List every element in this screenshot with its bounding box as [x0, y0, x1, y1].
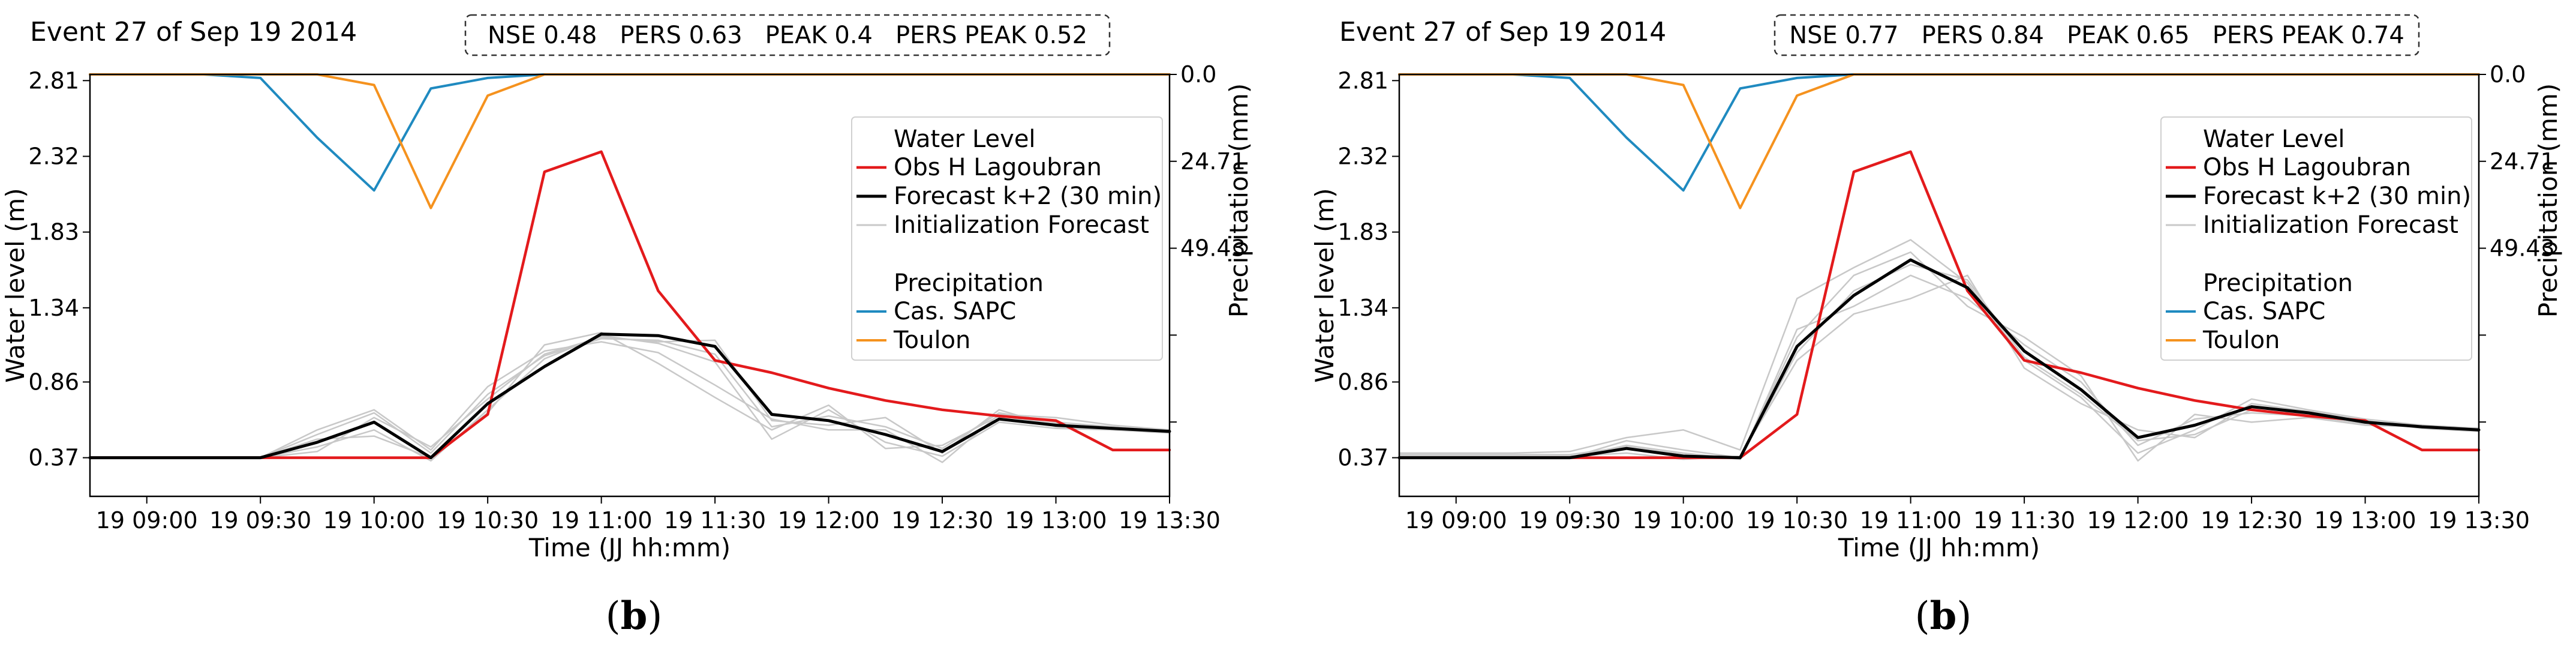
y-axis-label: Water level (m) — [1310, 188, 1339, 382]
legend-entry: Obs H Lagoubran — [894, 154, 1102, 181]
x-tick-label: 19 13:00 — [1005, 507, 1107, 534]
plot-frame — [89, 73, 1171, 498]
x-tick-label: 19 10:30 — [1746, 507, 1848, 534]
x-tick-label: 19 09:30 — [209, 507, 311, 534]
y-axis-label: Water level (m) — [1, 188, 30, 382]
forecast-line — [1397, 258, 2481, 460]
y2-tick-label: 49.43 — [1180, 235, 1246, 262]
x-tick-label: 19 13:30 — [2428, 507, 2530, 534]
obs-line — [1397, 150, 2481, 459]
legend-entry: Forecast k+2 (30 min) — [2203, 182, 2471, 210]
chart-title: Event 27 of Sep 19 2014 — [30, 17, 357, 47]
y-tick-label: 2.32 — [28, 143, 79, 169]
caption-part: b — [1930, 594, 1957, 639]
y-tick-label: 2.81 — [28, 67, 79, 94]
x-axis-label: Time (JJ hh:mm) — [528, 533, 731, 562]
metric-peak: PEAK 0.65 — [2067, 22, 2190, 49]
y2-axis-label: Precipitation (mm) — [1224, 83, 1254, 317]
legend-entry: Initialization Forecast — [894, 211, 1149, 239]
metric-pers: PERS 0.63 — [620, 22, 742, 49]
legend-entry: Obs H Lagoubran — [2203, 154, 2411, 181]
x-tick-label: 19 12:30 — [891, 507, 993, 534]
metric-pers: PERS 0.84 — [1922, 22, 2044, 49]
legend-entry: Forecast k+2 (30 min) — [894, 182, 1162, 210]
metric-nse: NSE 0.48 — [488, 22, 597, 49]
y2-tick-label: 24.71 — [2490, 148, 2555, 175]
chart-title: Event 27 of Sep 19 2014 — [1339, 17, 1666, 47]
legend-title-water: Water Level — [2203, 125, 2345, 153]
metric-pers-peak: PERS PEAK 0.52 — [895, 22, 1087, 49]
x-tick-label: 19 11:00 — [1860, 507, 1962, 534]
x-tick-label: 19 09:30 — [1519, 507, 1621, 534]
metrics-text: NSE 0.77 PERS 0.84 PEAK 0.65 PERS PEAK 0.74 — [1789, 22, 2404, 49]
plot-frame — [1398, 73, 2480, 498]
x-tick-label: 19 12:30 — [2201, 507, 2303, 534]
legend-title-precip: Precipitation — [894, 269, 1044, 297]
y-tick-label: 2.81 — [1337, 67, 1388, 94]
x-tick-label: 19 09:00 — [1405, 507, 1507, 534]
caption-part: ) — [1956, 594, 1971, 639]
metric-pers-peak: PERS PEAK 0.74 — [2213, 22, 2404, 49]
forecast-line — [88, 333, 1171, 460]
y-tick-label: 0.37 — [1337, 445, 1388, 471]
y-tick-label: 1.34 — [1337, 295, 1388, 321]
chart-panel-2: Event 27 of Sep 19 2014 NSE 0.77 PERS 0.84… — [1310, 14, 2563, 639]
caption-part: ( — [606, 594, 621, 639]
x-tick-label: 19 13:00 — [2315, 507, 2416, 534]
legend-entry: Cas. SAPC — [894, 298, 1016, 325]
y-tick-label: 1.83 — [28, 219, 79, 245]
y-tick-label: 0.86 — [28, 369, 79, 395]
y2-tick-label: 0.0 — [2490, 61, 2526, 88]
init-forecast-line-1 — [1398, 239, 2480, 454]
x-tick-label: 19 11:00 — [551, 507, 653, 534]
caption-part: ) — [647, 594, 662, 639]
y-tick-label: 1.83 — [1337, 219, 1388, 245]
x-tick-label: 19 11:30 — [664, 507, 766, 534]
x-tick-label: 19 10:00 — [1633, 507, 1735, 534]
legend-entry: Toulon — [893, 327, 970, 354]
x-tick-label: 19 12:00 — [2087, 507, 2189, 534]
legend-title-precip: Precipitation — [2203, 269, 2353, 297]
legend-entry: Toulon — [2202, 327, 2280, 354]
legend-box — [2160, 116, 2472, 361]
legend-entry: Cas. SAPC — [2203, 298, 2325, 325]
metrics-box — [1774, 14, 2420, 56]
y-tick-label: 1.34 — [28, 295, 79, 321]
y2-tick-label: 0.0 — [1180, 61, 1216, 88]
x-tick-label: 19 13:30 — [1119, 507, 1221, 534]
metrics-box — [464, 14, 1111, 56]
caption-part: ( — [1915, 594, 1930, 639]
x-tick-label: 19 11:30 — [1973, 507, 2075, 534]
metrics-text: NSE 0.48 PERS 0.63 PEAK 0.4 PERS PEAK 0.52 — [488, 22, 1087, 49]
y2-axis-label: Precipitation (mm) — [2533, 83, 2563, 317]
y2-tick-label: 24.71 — [1180, 148, 1246, 175]
subfigure-caption: (b) — [606, 594, 663, 639]
legend-title-water: Water Level — [894, 125, 1036, 153]
x-tick-label: 19 10:00 — [323, 507, 425, 534]
subfigure-caption: (b) — [1915, 594, 1972, 639]
x-tick-label: 19 12:00 — [778, 507, 880, 534]
y2-tick-label: 49.43 — [2490, 235, 2555, 262]
y-tick-label: 0.37 — [28, 445, 79, 471]
x-axis-label: Time (JJ hh:mm) — [1838, 533, 2040, 562]
metric-peak: PEAK 0.4 — [765, 22, 873, 49]
legend-box — [851, 116, 1163, 361]
y-tick-label: 0.86 — [1337, 369, 1388, 395]
obs-line — [88, 150, 1171, 459]
caption-part: b — [621, 594, 648, 639]
y-tick-label: 2.32 — [1337, 143, 1388, 169]
metric-nse: NSE 0.77 — [1789, 22, 1898, 49]
legend-entry: Initialization Forecast — [2203, 211, 2458, 239]
chart-panel-1: Event 27 of Sep 19 2014 NSE 0.48 PERS 0.63… — [1, 14, 1254, 639]
x-tick-label: 19 09:00 — [96, 507, 198, 534]
x-tick-label: 19 10:30 — [437, 507, 539, 534]
